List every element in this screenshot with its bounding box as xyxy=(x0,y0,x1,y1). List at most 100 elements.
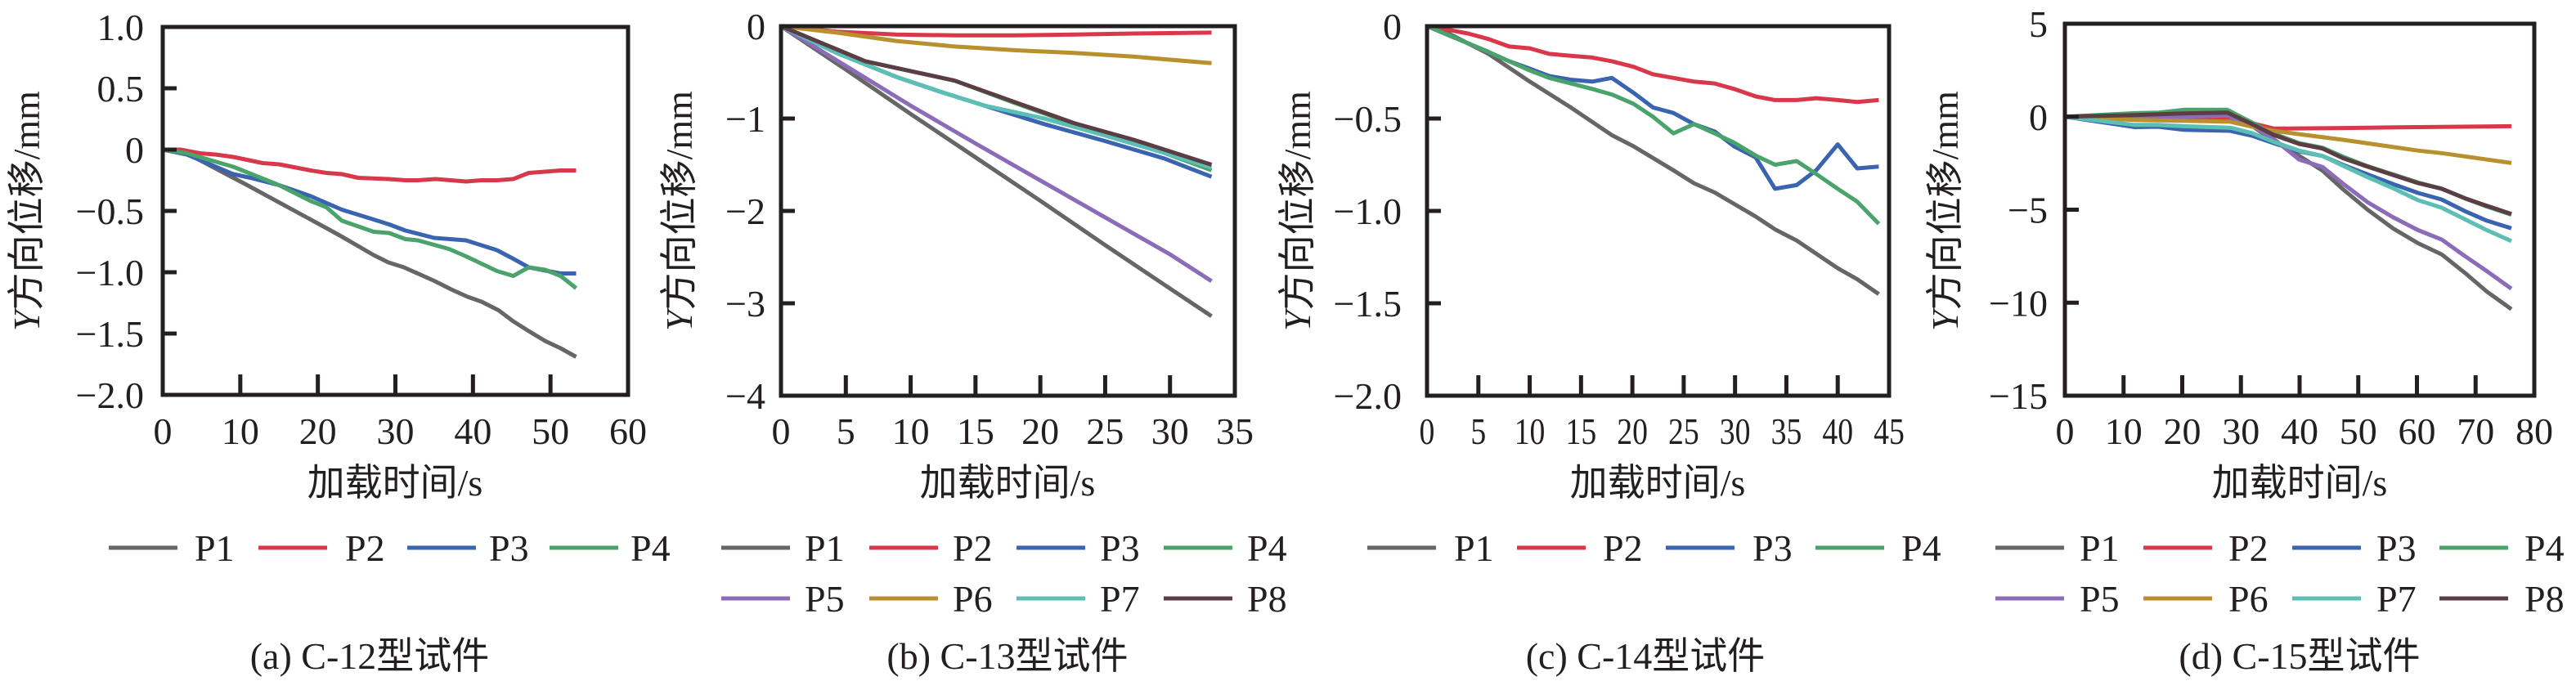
legend-label: P4 xyxy=(1247,527,1287,569)
y-axis-title: Y方向位移/mm xyxy=(6,91,47,331)
series-line-p4 xyxy=(162,147,578,290)
x-tick-label: 40 xyxy=(454,410,491,452)
x-tick-label: 0 xyxy=(154,410,173,452)
x-axis-title: 加载时间/s xyxy=(1570,462,1746,504)
x-tick-label: 15 xyxy=(1565,412,1596,453)
x-tick-label: 20 xyxy=(299,410,337,452)
x-tick-label: 0 xyxy=(2056,410,2075,452)
series-line-p3 xyxy=(162,147,577,276)
series-line-p1 xyxy=(1426,24,1880,296)
y-tick-label: −2 xyxy=(725,190,765,232)
y-axis-title: Y方向位移/mm xyxy=(658,91,700,331)
series-group xyxy=(162,147,578,359)
legend-item-p4: P4 xyxy=(1815,527,1941,569)
x-tick-label: 60 xyxy=(2399,410,2436,452)
y-axis-title-rest: 方向位移/mm xyxy=(658,91,700,311)
legend: P1 P2 P3 P4 P5 P6 P7 P8 xyxy=(721,527,1287,620)
x-tick-label: 5 xyxy=(837,410,855,452)
series-line-p1 xyxy=(779,24,1213,318)
legend-item-p5: P5 xyxy=(721,578,845,620)
legend-label: P4 xyxy=(2524,527,2565,569)
series-line-p6 xyxy=(2064,114,2512,165)
x-tick-label: 35 xyxy=(1216,410,1254,452)
legend-item-p3: P3 xyxy=(1666,527,1793,569)
y-tick-label: 0 xyxy=(747,6,765,47)
series-line-p2 xyxy=(1426,24,1879,105)
legend: P1 P2 P3 P4 xyxy=(109,527,671,569)
x-tick-label: 30 xyxy=(1720,412,1751,453)
x-axis-title: 加载时间/s xyxy=(2212,462,2388,504)
y-axis-title-italic: Y xyxy=(6,307,47,331)
y-tick-label: −1.0 xyxy=(76,252,144,293)
series-line-p6 xyxy=(780,24,1212,65)
x-tick-label: 15 xyxy=(957,410,994,452)
legend-label: P7 xyxy=(1100,578,1140,620)
x-tick-label: 30 xyxy=(1151,410,1189,452)
caption: (b) C-13型试件 xyxy=(886,635,1128,677)
x-tick-label: 5 xyxy=(1470,412,1486,453)
series-line-p7 xyxy=(779,24,1213,170)
legend-label: P8 xyxy=(1247,578,1287,620)
y-tick-label: 0.5 xyxy=(97,68,145,110)
x-axis-title: 加载时间/s xyxy=(307,462,483,504)
legend-item-p2: P2 xyxy=(2143,527,2269,569)
legend-item-p7: P7 xyxy=(2292,578,2417,620)
legend-label: P8 xyxy=(2524,578,2565,620)
y-tick-label: 1.0 xyxy=(97,7,145,48)
y-tick-label: 0 xyxy=(2029,96,2048,138)
y-axis-title-rest: 方向位移/mm xyxy=(1277,91,1318,311)
x-tick-label: 80 xyxy=(2515,410,2553,452)
legend-item-p3: P3 xyxy=(2292,527,2417,569)
legend-label: P6 xyxy=(2228,578,2269,620)
legend-item-p1: P1 xyxy=(1995,527,2120,569)
legend-label: P1 xyxy=(1454,527,1494,569)
y-tick-label: −2.0 xyxy=(1334,375,1402,417)
legend-label: P5 xyxy=(2080,578,2120,620)
caption: (a) C-12型试件 xyxy=(250,635,490,677)
series-line-p8 xyxy=(2064,110,2512,217)
x-tick-label: 20 xyxy=(1617,412,1648,453)
y-tick-label: −0.5 xyxy=(76,190,144,232)
series-line-p2 xyxy=(163,147,577,184)
legend-label: P3 xyxy=(2376,527,2417,569)
legend-label: P4 xyxy=(1901,527,1941,569)
series-line-p5 xyxy=(2065,113,2513,291)
y-tick-label: −1.5 xyxy=(76,313,144,355)
y-axis-title-italic: Y xyxy=(658,307,700,331)
legend-item-p6: P6 xyxy=(869,578,993,620)
legend-label: P4 xyxy=(631,527,671,569)
legend-item-p1: P1 xyxy=(109,527,235,569)
legend-label: P2 xyxy=(1603,527,1643,569)
caption: (d) C-15型试件 xyxy=(2179,635,2420,677)
y-axis-title: Y方向位移/mm xyxy=(1277,91,1318,331)
y-tick-label: −1.5 xyxy=(1334,283,1402,325)
caption: (c) C-14型试件 xyxy=(1526,635,1766,677)
legend-label: P2 xyxy=(953,527,993,569)
legend-label: P1 xyxy=(805,527,845,569)
series-line-p3 xyxy=(1426,24,1879,191)
x-tick-label: 40 xyxy=(1822,412,1853,453)
legend-label: P3 xyxy=(1100,527,1140,569)
series-group xyxy=(779,24,1213,318)
x-tick-label: 10 xyxy=(892,410,930,452)
y-axis-title-rest: 方向位移/mm xyxy=(6,91,47,311)
y-tick-label: 0 xyxy=(125,129,144,171)
y-tick-label: −2.0 xyxy=(76,374,144,416)
legend-item-p1: P1 xyxy=(721,527,845,569)
legend-label: P3 xyxy=(489,527,529,569)
x-tick-label: 70 xyxy=(2457,410,2494,452)
x-tick-label: 30 xyxy=(2222,410,2260,452)
x-tick-label: 20 xyxy=(1021,410,1059,452)
x-axis-title: 加载时间/s xyxy=(920,462,1096,504)
legend-label: P1 xyxy=(195,527,235,569)
x-tick-label: 20 xyxy=(2164,410,2201,452)
legend-item-p5: P5 xyxy=(1995,578,2120,620)
y-tick-label: −1 xyxy=(725,98,765,140)
y-axis-title-italic: Y xyxy=(1924,307,1966,331)
legend-item-p8: P8 xyxy=(2439,578,2565,620)
